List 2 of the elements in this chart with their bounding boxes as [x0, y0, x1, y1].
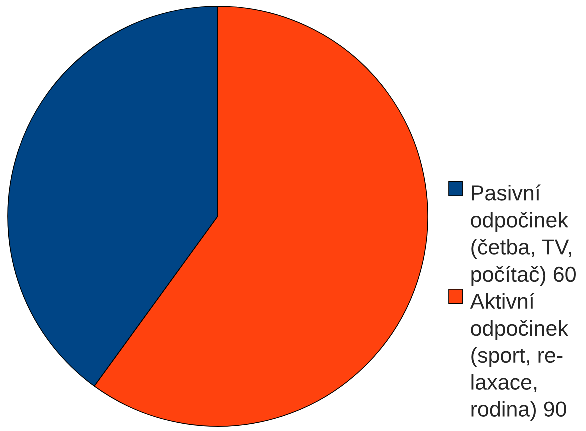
- legend-label: Aktivní odpočinek (sport, re- laxace, rodina) 90: [470, 293, 568, 422]
- legend-label: Pasivní odpočinek (četba, TV, počítač) 60: [471, 184, 576, 286]
